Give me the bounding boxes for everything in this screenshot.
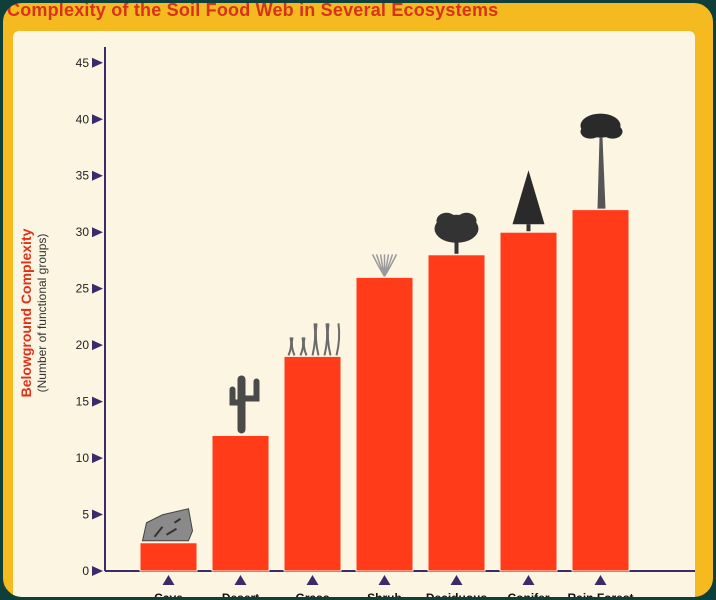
y-axis-subtitle: (Number of functional groups) (35, 234, 49, 393)
y-tick-label: 40 (76, 112, 90, 126)
grass-icon (287, 323, 341, 356)
plot-panel: 0 5 10 15 20 25 30 35 40 45 Belowground Complexity… (13, 31, 695, 600)
y-tick-label: 5 (82, 508, 89, 522)
y-tick-marker (92, 566, 103, 576)
y-tick-label: 20 (76, 338, 90, 352)
x-tick-marker (522, 575, 535, 585)
y-tick-marker (92, 57, 103, 68)
y-tick-marker (92, 340, 103, 351)
y-tick-label: 25 (76, 282, 90, 296)
chart-title: Complexity of the Soil Food Web in Sever… (7, 0, 499, 20)
conifer-tree-icon (512, 170, 545, 232)
rainforest-tree-icon (580, 113, 623, 209)
x-tick-label: Desert (222, 591, 259, 600)
bar-desert (211, 434, 270, 572)
deciduous-tree-icon (434, 212, 479, 254)
y-tick-label: 15 (76, 395, 90, 409)
y-tick-marker (92, 453, 103, 464)
y-tick-marker (92, 170, 103, 181)
bar-shrub (355, 276, 414, 572)
bar-chart: 0 5 10 15 20 25 30 35 40 45 Belowground Complexity… (18, 47, 695, 600)
x-tick-label: Conifer (508, 591, 550, 600)
x-tick-label: Grass (295, 591, 329, 600)
y-tick-marker (92, 396, 103, 407)
y-tick-label: 35 (76, 169, 90, 183)
y-tick-label: 10 (76, 451, 90, 465)
y-tick-label: 0 (82, 564, 89, 578)
x-tick-marker (162, 575, 175, 585)
bar-rain-forest (571, 209, 630, 572)
rock-icon (141, 508, 194, 542)
x-tick-label: Shrub (367, 591, 402, 600)
x-tick-marker (594, 575, 607, 585)
x-tick-label: Cave (154, 591, 183, 600)
bar-grass (283, 355, 342, 572)
shrub-icon (371, 254, 398, 277)
bar-conifer (499, 231, 558, 572)
bar-deciduous (427, 254, 486, 572)
y-axis-title: Belowground Complexity (18, 228, 34, 397)
x-tick-label: Rain Forest (567, 591, 633, 600)
x-tick-marker (450, 575, 463, 585)
bar-cave (139, 542, 198, 572)
x-tick-marker (378, 575, 391, 585)
y-tick-marker (92, 509, 103, 520)
y-tick-label: 45 (76, 56, 90, 70)
y-tick-marker (92, 283, 103, 294)
y-tick-marker (92, 227, 103, 238)
y-tick-marker (92, 114, 103, 125)
cactus-icon (229, 375, 260, 434)
x-tick-marker (234, 575, 247, 585)
x-tick-label: Deciduous (426, 591, 488, 600)
x-tick-marker (306, 575, 319, 585)
y-tick-label: 30 (76, 225, 90, 239)
